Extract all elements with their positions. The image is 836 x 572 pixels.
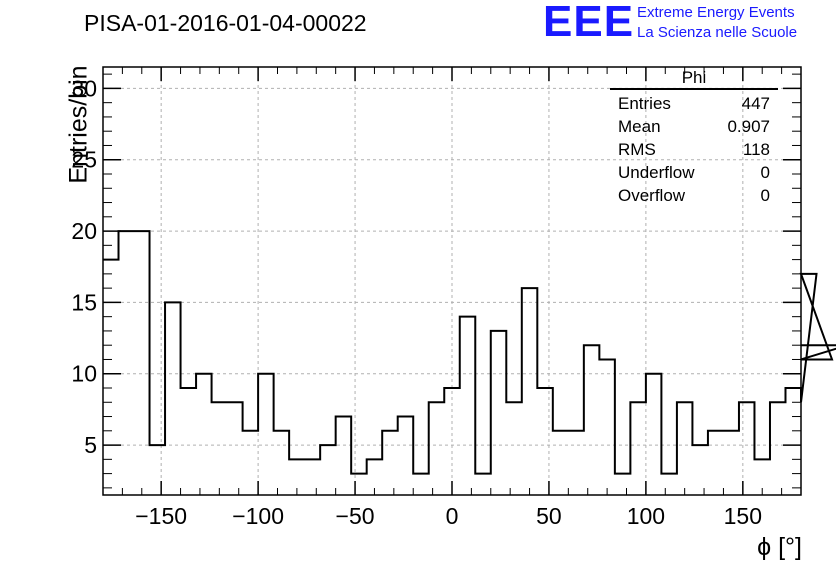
stats-value: 447 bbox=[741, 94, 770, 113]
y-tick-label: 20 bbox=[71, 218, 97, 244]
chart-title: PISA-01-2016-01-04-00022 bbox=[84, 10, 367, 36]
histogram-line bbox=[103, 230, 836, 475]
stats-row: Entries 447 bbox=[610, 92, 778, 115]
x-tick-label: 50 bbox=[536, 503, 562, 529]
x-tick-label: 150 bbox=[724, 503, 762, 529]
grid-lines bbox=[103, 67, 801, 495]
stats-label: Mean bbox=[618, 117, 661, 136]
stats-row: Mean 0.907 bbox=[610, 115, 778, 138]
y-axis-label: Entries/bin bbox=[64, 65, 93, 184]
stats-label: Underflow bbox=[618, 163, 695, 182]
eee-logo: EEE bbox=[543, 0, 635, 46]
stats-value: 0 bbox=[760, 186, 770, 205]
y-tick-label: 5 bbox=[84, 432, 97, 458]
stats-row: Underflow 0 bbox=[610, 161, 778, 184]
x-tick-label: 100 bbox=[627, 503, 665, 529]
logo-line-2: La Scienza nelle Scuole bbox=[637, 24, 798, 41]
stats-label: RMS bbox=[618, 140, 656, 159]
plot-frame bbox=[102, 66, 802, 496]
x-tick-label: −150 bbox=[135, 503, 187, 529]
stats-label: Entries bbox=[618, 94, 671, 113]
stats-row: Overflow 0 bbox=[610, 184, 778, 207]
stats-title: Phi bbox=[610, 68, 778, 90]
x-ticks: −150 −100 −50 0 50 100 150 bbox=[121, 67, 783, 529]
x-axis-label: ϕ [°] bbox=[757, 533, 802, 561]
stats-value: 0 bbox=[760, 163, 770, 182]
logo-text: Extreme Energy Events La Scienza nelle S… bbox=[637, 3, 797, 43]
stats-value: 118 bbox=[742, 140, 770, 159]
stats-box: Phi Entries 447 Mean 0.907 RMS 118 Underflo… bbox=[610, 68, 778, 207]
y-tick-label: 25 bbox=[71, 147, 97, 173]
stats-value: 0.907 bbox=[727, 117, 770, 136]
y-tick-label: 10 bbox=[71, 361, 97, 387]
stats-row: RMS 118 bbox=[610, 138, 778, 161]
x-tick-label: −100 bbox=[232, 503, 284, 529]
y-tick-label: 15 bbox=[71, 289, 97, 315]
stats-label: Overflow bbox=[618, 186, 686, 205]
x-tick-label: −50 bbox=[336, 503, 375, 529]
x-tick-label: 0 bbox=[446, 503, 459, 529]
logo-line-1: Extreme Energy Events bbox=[637, 4, 795, 21]
y-tick-label: 30 bbox=[71, 75, 97, 101]
